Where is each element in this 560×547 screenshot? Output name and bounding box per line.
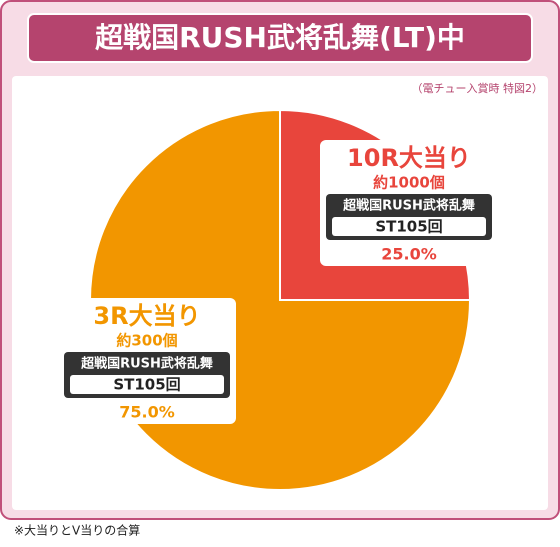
st-label: ST105回 (375, 218, 442, 236)
chart-title: 超戦国RUSH武将乱舞(LT)中 (95, 21, 465, 54)
mode-label: 超戦国RUSH武将乱舞 (343, 198, 475, 214)
payout-label: 約300個 (116, 332, 177, 350)
st-box (70, 375, 224, 394)
header-bar (27, 13, 533, 63)
st-box (332, 217, 486, 236)
category-label: 3R大当り (93, 302, 200, 330)
category-label: 10R大当り (347, 144, 471, 172)
mode-label: 超戦国RUSH武将乱舞 (81, 356, 213, 372)
footnote: ※大当りとV当りの合算 (14, 523, 140, 538)
payout-label: 約1000個 (373, 174, 445, 192)
st-label: ST105回 (113, 376, 180, 394)
value-label: 25.0% (381, 245, 437, 264)
subtitle: （電チュー入賞時 特図2） (412, 81, 544, 95)
value-label: 75.0% (119, 403, 175, 422)
